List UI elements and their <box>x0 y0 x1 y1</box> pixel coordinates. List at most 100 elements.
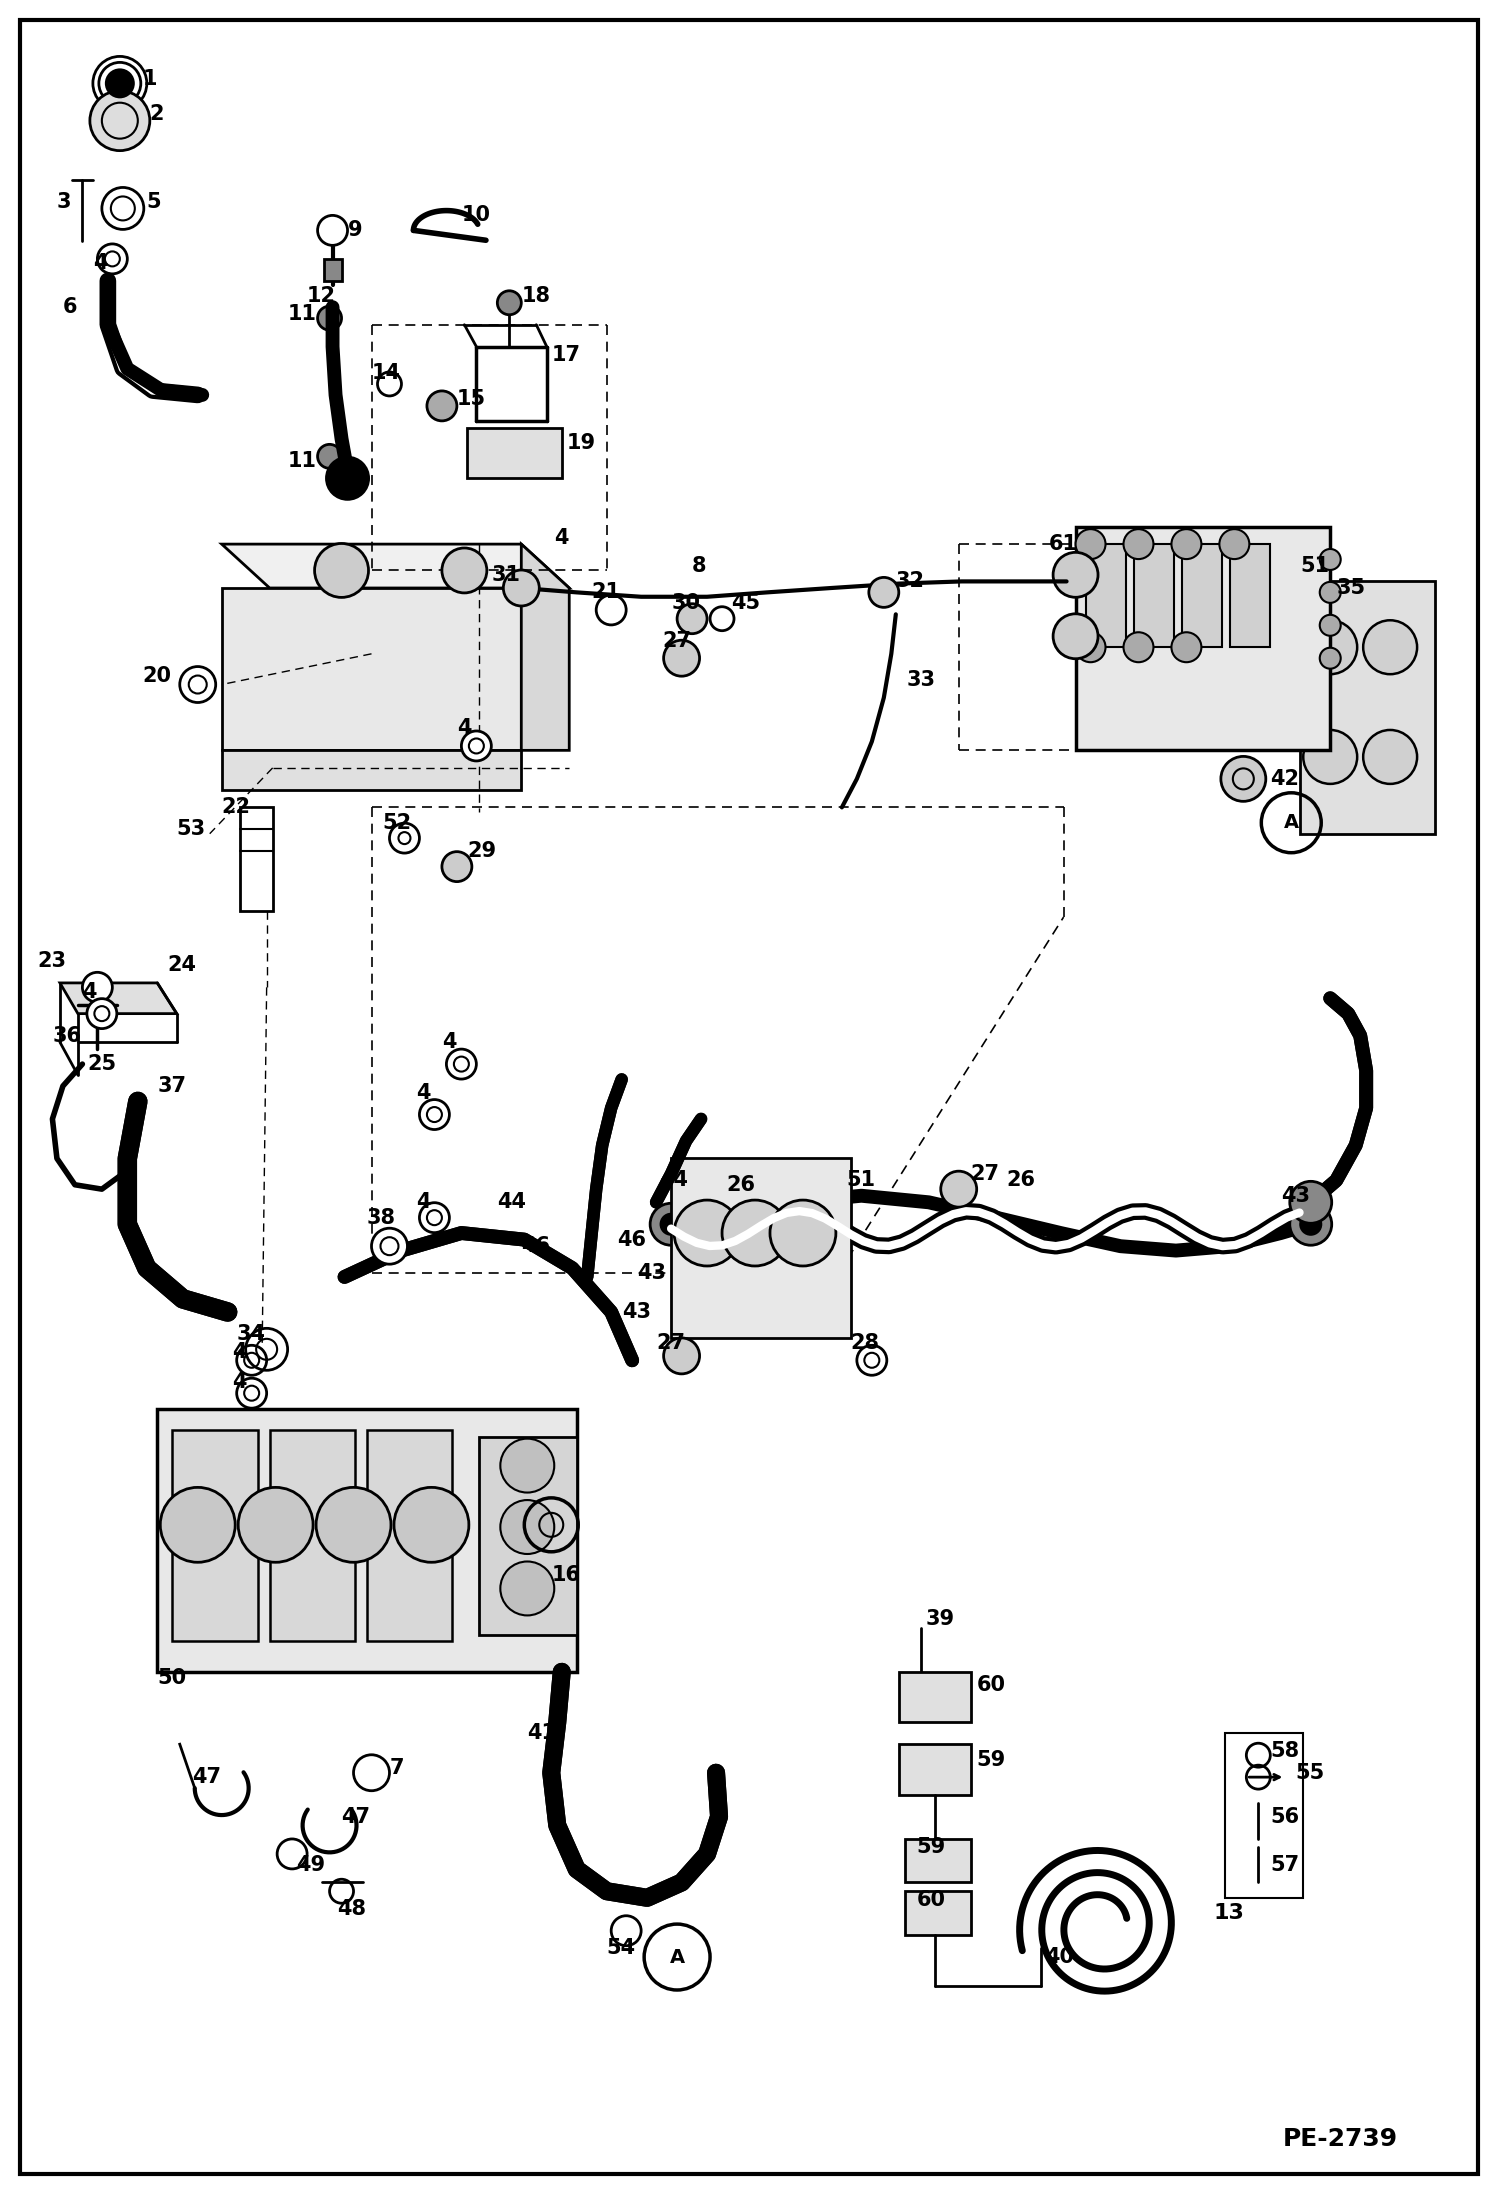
Polygon shape <box>222 544 569 588</box>
Text: 38: 38 <box>367 1207 395 1229</box>
Polygon shape <box>60 983 177 1014</box>
Text: 50: 50 <box>157 1667 186 1689</box>
Text: 51: 51 <box>846 1169 875 1191</box>
Text: 33: 33 <box>906 669 935 691</box>
Circle shape <box>160 1488 235 1562</box>
Text: 34: 34 <box>237 1323 265 1345</box>
Circle shape <box>503 570 539 606</box>
Bar <box>1300 581 1435 834</box>
Circle shape <box>1221 757 1266 801</box>
Text: 45: 45 <box>731 592 759 614</box>
Text: 19: 19 <box>566 432 595 454</box>
Text: 6: 6 <box>63 296 78 318</box>
Bar <box>270 1430 355 1641</box>
Bar <box>1086 544 1126 647</box>
Text: 10: 10 <box>461 204 490 226</box>
Circle shape <box>1290 1180 1332 1224</box>
Circle shape <box>318 307 342 329</box>
Circle shape <box>82 972 112 1003</box>
Circle shape <box>318 445 342 467</box>
Text: 1: 1 <box>142 68 157 90</box>
Circle shape <box>1320 548 1341 570</box>
Circle shape <box>316 1488 391 1562</box>
Polygon shape <box>222 588 521 750</box>
Text: 36: 36 <box>52 1025 81 1047</box>
Circle shape <box>677 603 707 634</box>
Text: 48: 48 <box>337 1898 366 1920</box>
Text: 4: 4 <box>554 527 569 548</box>
Text: 11: 11 <box>288 450 316 472</box>
Bar <box>367 1430 452 1641</box>
Text: 24: 24 <box>168 954 196 976</box>
Text: 40: 40 <box>1046 1946 1074 1968</box>
Polygon shape <box>222 750 521 790</box>
Circle shape <box>722 1200 788 1266</box>
Text: 61: 61 <box>1049 533 1077 555</box>
Circle shape <box>664 1338 700 1373</box>
Text: 21: 21 <box>592 581 620 603</box>
Circle shape <box>442 851 472 882</box>
Text: 4: 4 <box>232 1341 247 1362</box>
Circle shape <box>105 68 135 99</box>
Text: 4: 4 <box>442 1031 457 1053</box>
Circle shape <box>500 1439 554 1492</box>
Text: 53: 53 <box>177 818 205 840</box>
Text: 4: 4 <box>93 252 108 274</box>
Circle shape <box>500 1501 554 1553</box>
Circle shape <box>237 1378 267 1409</box>
Circle shape <box>318 215 348 246</box>
Circle shape <box>1290 1202 1332 1246</box>
Text: 11: 11 <box>288 303 316 325</box>
Text: 58: 58 <box>1270 1740 1299 1762</box>
Circle shape <box>315 544 369 597</box>
Circle shape <box>674 1200 740 1266</box>
Text: 35: 35 <box>1336 577 1365 599</box>
Text: A: A <box>670 1948 685 1966</box>
Circle shape <box>238 1488 313 1562</box>
Text: 8: 8 <box>692 555 707 577</box>
Text: 49: 49 <box>297 1854 325 1876</box>
Circle shape <box>1076 529 1106 559</box>
Text: 51: 51 <box>1300 555 1329 577</box>
Text: 12: 12 <box>307 285 336 307</box>
Bar <box>172 1430 258 1641</box>
Text: 44: 44 <box>659 1169 688 1191</box>
Circle shape <box>1320 581 1341 603</box>
Circle shape <box>325 456 370 500</box>
Circle shape <box>237 1345 267 1376</box>
Text: 20: 20 <box>142 665 171 687</box>
Circle shape <box>1320 614 1341 636</box>
Circle shape <box>394 1488 469 1562</box>
Circle shape <box>372 1229 407 1264</box>
Circle shape <box>1053 553 1098 597</box>
Circle shape <box>1076 632 1106 663</box>
Circle shape <box>770 1200 836 1266</box>
Text: 37: 37 <box>157 1075 186 1097</box>
Polygon shape <box>521 544 569 750</box>
Text: 47: 47 <box>342 1806 370 1828</box>
Circle shape <box>419 1099 449 1130</box>
Circle shape <box>664 641 700 676</box>
Text: 30: 30 <box>671 592 700 614</box>
Circle shape <box>1320 647 1341 669</box>
Circle shape <box>99 61 141 105</box>
Bar <box>1134 544 1174 647</box>
Bar <box>479 1437 577 1635</box>
Text: 46: 46 <box>617 1229 646 1251</box>
Circle shape <box>650 1202 692 1246</box>
Text: A: A <box>1284 814 1299 832</box>
Text: 26: 26 <box>727 1174 755 1196</box>
Circle shape <box>869 577 899 608</box>
Text: 52: 52 <box>382 812 410 834</box>
Text: 13: 13 <box>1213 1902 1245 1924</box>
Bar <box>1076 527 1330 750</box>
Text: 43: 43 <box>622 1301 650 1323</box>
Circle shape <box>497 292 521 314</box>
Circle shape <box>661 1213 682 1235</box>
Text: 39: 39 <box>926 1608 954 1630</box>
Circle shape <box>1219 529 1249 559</box>
Circle shape <box>446 1049 476 1079</box>
Text: 54: 54 <box>607 1937 635 1959</box>
Text: 22: 22 <box>222 796 250 818</box>
Circle shape <box>941 1172 977 1207</box>
